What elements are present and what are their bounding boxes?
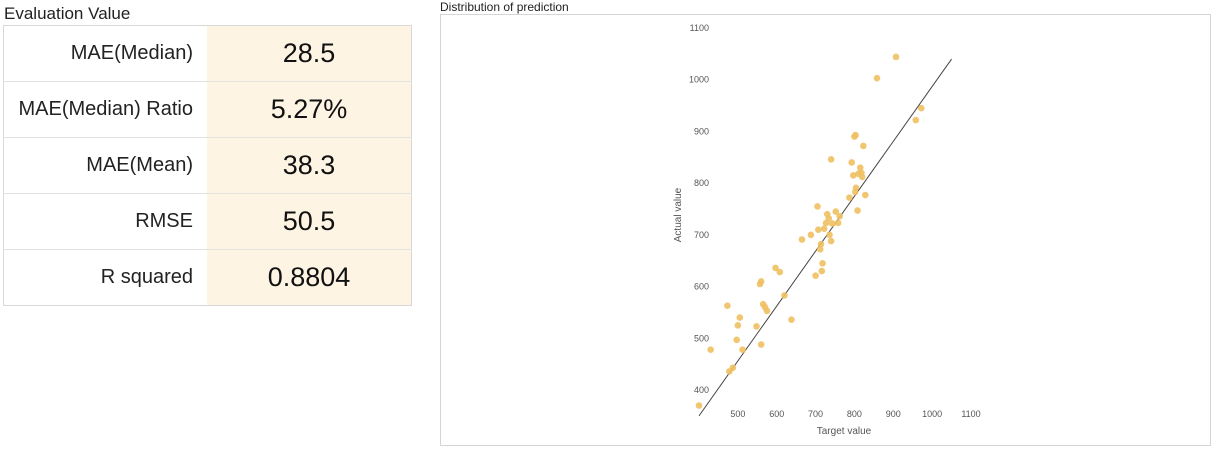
- x-tick-label: 600: [769, 409, 784, 419]
- scatter-point: [818, 267, 826, 275]
- scatter-point: [798, 236, 806, 243]
- scatter-point: [828, 220, 836, 227]
- table-row: MAE(Mean) 38.3: [3, 137, 412, 194]
- x-tick-label: 900: [886, 409, 901, 419]
- metric-value: 38.3: [207, 137, 412, 194]
- y-tick-label: 600: [694, 282, 709, 292]
- scatter-point: [729, 364, 737, 372]
- y-tick-label: 800: [694, 178, 709, 188]
- scatter-point: [736, 314, 744, 321]
- scatter-point: [827, 156, 835, 163]
- y-tick-label: 400: [694, 385, 709, 395]
- x-tick-label: 800: [847, 409, 862, 419]
- scatter-point: [825, 215, 833, 222]
- scatter-point: [724, 302, 731, 310]
- table-row: MAE(Median) 28.5: [3, 25, 412, 82]
- scatter-point: [763, 307, 771, 315]
- scatter-point: [834, 219, 842, 227]
- scatter-point: [873, 74, 881, 82]
- y-axis-label: Actual value: [673, 187, 684, 242]
- x-tick-label: 500: [730, 409, 745, 419]
- x-tick-label: 700: [808, 409, 823, 419]
- scatter-point: [695, 402, 703, 409]
- x-axis-label: Target value: [817, 426, 872, 437]
- scatter-point: [912, 116, 920, 124]
- scatter-point: [781, 292, 788, 299]
- scatter-point: [819, 260, 826, 267]
- scatter-point: [848, 159, 856, 166]
- x-tick-label: 1000: [922, 409, 942, 419]
- y-tick-label: 900: [694, 126, 709, 136]
- scatter-point: [846, 194, 853, 201]
- metric-value: 5.27%: [207, 81, 412, 138]
- scatter-point: [814, 203, 821, 210]
- scatter-point: [817, 240, 825, 248]
- chart-title: Distribution of prediction: [440, 0, 569, 14]
- y-tick-label: 1100: [690, 23, 709, 33]
- table-row: MAE(Median) Ratio 5.27%: [3, 81, 412, 138]
- reference-line: [698, 58, 952, 417]
- table-row: RMSE 50.5: [3, 193, 412, 250]
- table-row: R squared 0.8804: [3, 249, 412, 306]
- scatter-point: [757, 341, 765, 348]
- y-tick-label: 1000: [689, 75, 709, 85]
- metric-label: MAE(Mean): [3, 137, 207, 194]
- scatter-point: [860, 142, 867, 150]
- scatter-point: [707, 346, 714, 353]
- scatter-point: [807, 231, 815, 239]
- metric-label: MAE(Median): [3, 25, 207, 82]
- scatter-point: [836, 212, 843, 220]
- scatter-point: [856, 164, 864, 171]
- scatter-point: [776, 268, 784, 276]
- metric-label: RMSE: [3, 193, 207, 250]
- scatter-point: [849, 172, 857, 179]
- x-tick-label: 1100: [961, 409, 980, 419]
- scatter-point: [858, 173, 866, 181]
- scatter-point: [788, 316, 795, 323]
- scatter-point: [733, 336, 740, 344]
- metric-label: MAE(Median) Ratio: [3, 81, 207, 138]
- metric-value: 0.8804: [207, 249, 412, 306]
- metric-value: 50.5: [207, 193, 412, 250]
- scatter-point: [812, 272, 819, 280]
- scatter-point: [814, 226, 822, 233]
- metric-value: 28.5: [207, 25, 412, 82]
- scatter-point: [892, 53, 900, 61]
- scatter-point: [862, 191, 869, 199]
- scatter-point: [852, 184, 860, 192]
- scatter-plot: 500 600 700 800 900 1000 1100 400 500 600 700 800 9…: [673, 23, 981, 437]
- scatter-point: [757, 278, 765, 285]
- metric-label: R squared: [3, 249, 207, 306]
- y-tick-label: 700: [694, 230, 709, 240]
- scatter-point: [852, 131, 859, 139]
- y-tick-label: 500: [694, 333, 709, 343]
- scatter-point: [827, 237, 835, 245]
- evaluation-title: Evaluation Value: [4, 4, 131, 23]
- scatter-point: [753, 323, 760, 330]
- chart-panel: 500 600 700 800 900 1000 1100 400 500 600 700 800 9…: [440, 14, 1211, 446]
- scatter-point: [734, 322, 742, 329]
- scatter-point: [820, 225, 828, 232]
- scatter-point: [772, 264, 779, 272]
- scatter-point: [832, 208, 840, 215]
- scatter-point: [854, 207, 861, 214]
- scatter-point: [917, 104, 925, 112]
- scatter-point: [816, 246, 824, 253]
- scatter-point: [826, 231, 833, 239]
- scatter-point: [739, 346, 746, 353]
- evaluation-table: MAE(Median) 28.5 MAE(Median) Ratio 5.27%…: [3, 25, 412, 306]
